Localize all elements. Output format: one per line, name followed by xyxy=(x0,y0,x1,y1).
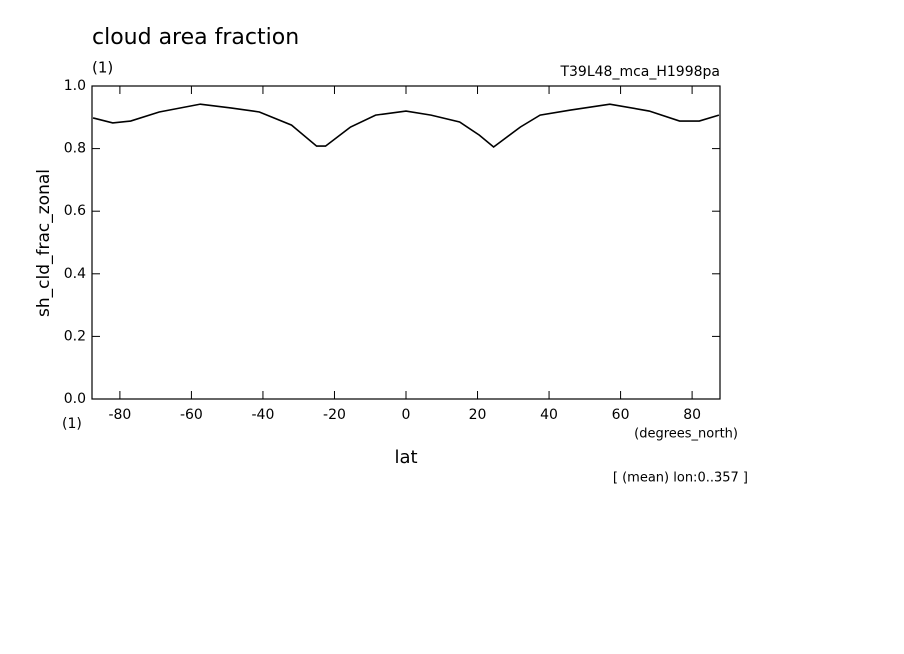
y-units: (1) xyxy=(62,416,82,432)
x-tick-label: 60 xyxy=(612,407,630,423)
x-tick-label: 40 xyxy=(540,407,558,423)
data-line xyxy=(92,103,720,149)
x-tick-label: -40 xyxy=(252,407,275,423)
units-label: (1) xyxy=(92,59,113,77)
run-label: T39L48_mca_H1998pa xyxy=(559,64,720,80)
y-tick-label: 0.4 xyxy=(64,266,86,282)
y-tick-label: 0.2 xyxy=(64,328,86,344)
y-tick-label: 0.8 xyxy=(64,141,86,157)
y-axis-label: sh_cld_frac_zonal xyxy=(34,169,54,317)
x-tick-label: -20 xyxy=(323,407,346,423)
x-axis-label: lat xyxy=(394,447,417,468)
annotation: [ (mean) lon:0..357 ] xyxy=(613,471,748,486)
x-tick-label: 20 xyxy=(469,407,487,423)
x-tick-label: 80 xyxy=(683,407,701,423)
x-tick-label: 0 xyxy=(402,407,411,423)
y-tick-label: 1.0 xyxy=(64,78,86,94)
y-tick-label: 0.6 xyxy=(64,203,86,219)
y-tick-label: 0.0 xyxy=(64,391,86,407)
x-tick-label: -60 xyxy=(180,407,203,423)
chart-title: cloud area fraction xyxy=(92,25,299,50)
x-tick-label: -80 xyxy=(108,407,131,423)
x-units: (degrees_north) xyxy=(634,427,738,442)
